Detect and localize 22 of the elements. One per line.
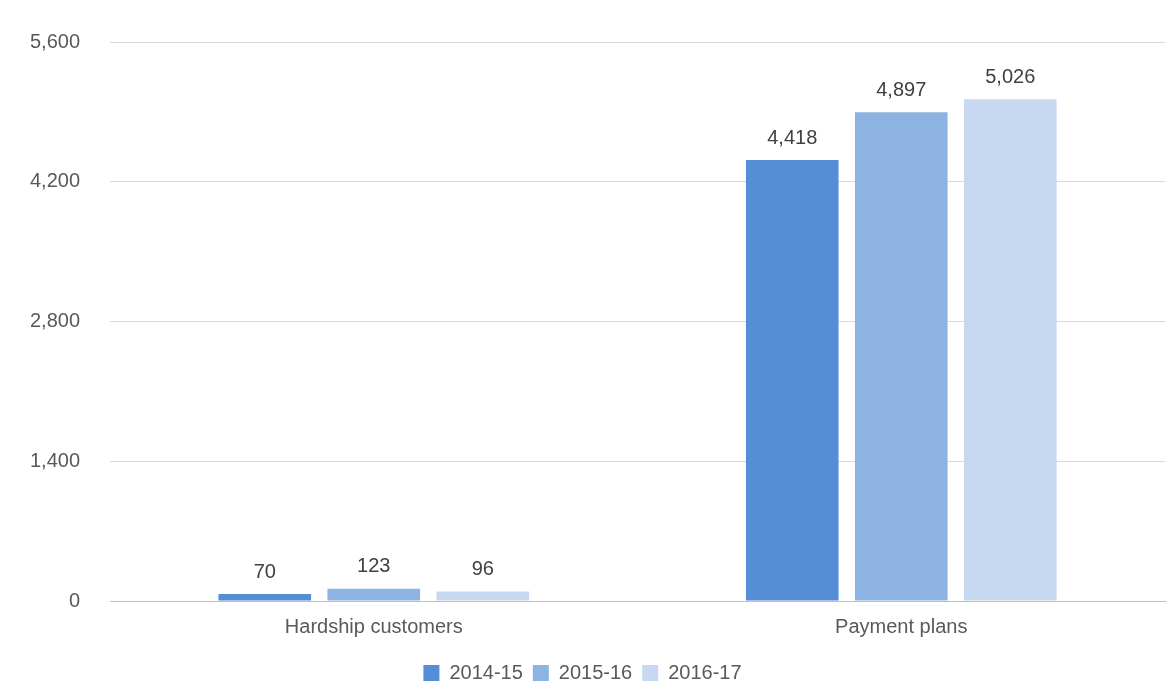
x-tick-label: Payment plans — [835, 614, 968, 637]
bar — [854, 112, 948, 601]
bar — [436, 591, 530, 601]
legend-label: 2014-15 — [449, 660, 523, 683]
data-label: 123 — [357, 554, 391, 577]
legend-label: 2016-17 — [668, 660, 742, 683]
y-tick-label: 2,800 — [29, 309, 81, 332]
bar — [963, 99, 1057, 601]
y-tick-label: 1,400 — [29, 448, 81, 471]
bar — [327, 588, 421, 601]
bar — [218, 594, 312, 601]
bar — [745, 159, 839, 601]
y-tick-label: 4,200 — [29, 169, 81, 192]
y-tick-label: 0 — [68, 588, 81, 611]
x-tick-label: Hardship customers — [284, 614, 463, 637]
data-label: 96 — [471, 556, 494, 579]
data-label: 70 — [253, 559, 276, 582]
data-label: 4,418 — [767, 125, 818, 148]
data-label: 5,026 — [985, 64, 1036, 87]
legend-label: 2015-16 — [558, 660, 633, 683]
data-label: 4,897 — [876, 77, 927, 100]
y-tick-label: 5,600 — [29, 29, 81, 52]
